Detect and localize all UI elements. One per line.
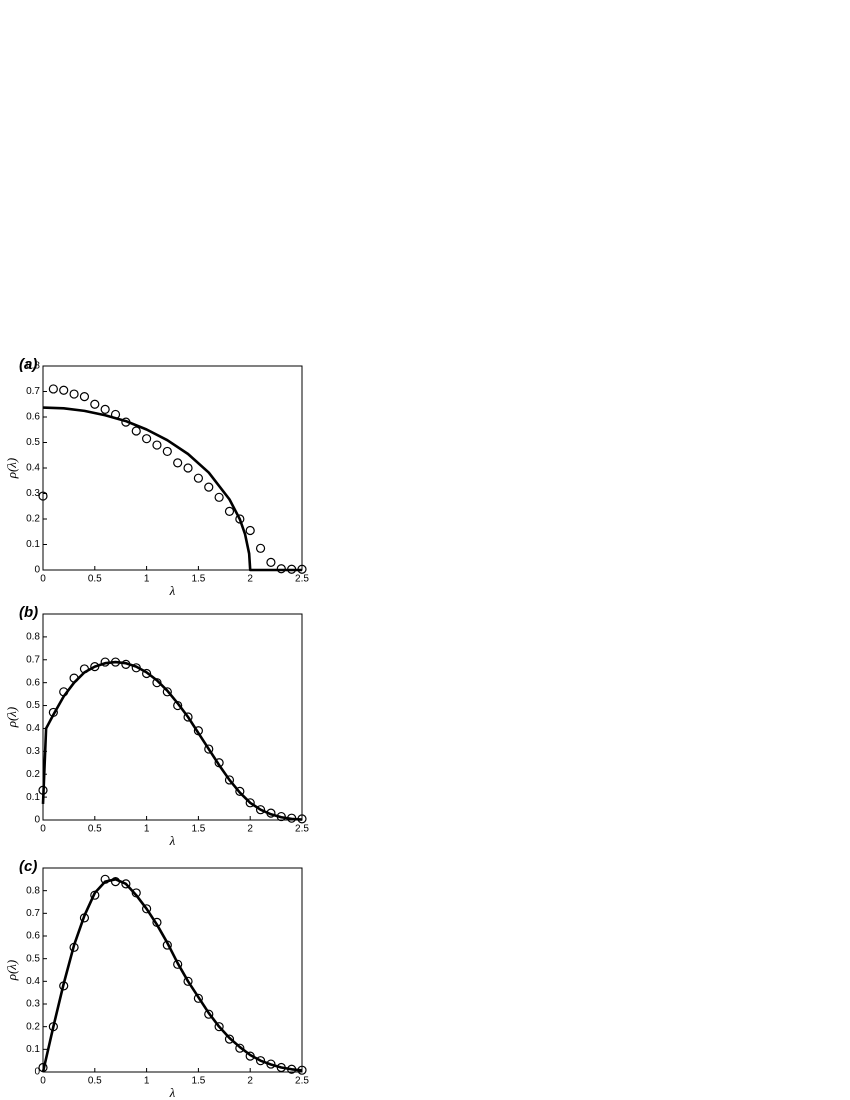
data-point bbox=[245, 525, 255, 536]
x-tick-label: 1 bbox=[144, 1076, 150, 1087]
data-point bbox=[173, 458, 183, 468]
data-point bbox=[183, 463, 193, 473]
x-tick-label: 0 bbox=[40, 1076, 46, 1087]
data-point bbox=[193, 993, 203, 1003]
data-point bbox=[224, 506, 235, 516]
x-tick-label: 2.5 bbox=[295, 824, 309, 835]
theory-line bbox=[41, 878, 303, 1073]
y-axis-label: ρ(λ) bbox=[4, 458, 19, 480]
y-tick-label: 0 bbox=[34, 815, 40, 826]
x-tick-label: 0 bbox=[40, 574, 46, 585]
y-axis-label: ρ(λ) bbox=[4, 960, 19, 982]
x-tick-label: 2.5 bbox=[295, 574, 309, 585]
data-point bbox=[100, 404, 110, 414]
data-point bbox=[162, 446, 172, 457]
y-tick-label: 0.7 bbox=[26, 654, 40, 665]
data-point bbox=[121, 879, 131, 889]
y-tick-label: 0.4 bbox=[26, 463, 40, 474]
data-point bbox=[69, 389, 79, 399]
data-point bbox=[193, 473, 203, 483]
y-tick-label: 0.6 bbox=[26, 931, 40, 942]
data-point bbox=[183, 712, 193, 722]
data-point bbox=[204, 1009, 214, 1019]
data-point bbox=[255, 543, 266, 553]
data-point bbox=[38, 491, 48, 501]
data-point bbox=[204, 482, 214, 492]
data-point bbox=[162, 687, 172, 697]
x-tick-label: 0.5 bbox=[88, 1076, 102, 1087]
data-point bbox=[48, 384, 58, 394]
data-point bbox=[214, 492, 224, 502]
y-tick-label: 0.7 bbox=[26, 386, 40, 397]
y-tick-label: 0.7 bbox=[26, 908, 40, 919]
y-tick-label: 0.8 bbox=[26, 632, 40, 643]
data-point bbox=[142, 904, 152, 914]
x-tick-label: 1.5 bbox=[191, 1076, 205, 1087]
plot-frame bbox=[42, 613, 303, 821]
x-tick-label: 1.5 bbox=[191, 574, 205, 585]
panel-label: (c) bbox=[19, 858, 37, 875]
data-point bbox=[142, 668, 152, 679]
y-tick-label: 0.6 bbox=[26, 677, 40, 688]
x-axis-label: λ bbox=[169, 833, 176, 848]
theory-line bbox=[41, 660, 303, 821]
x-tick-label: 2 bbox=[247, 574, 253, 585]
data-point bbox=[214, 1022, 224, 1032]
y-axis-label: ρ(λ) bbox=[4, 707, 19, 729]
y-tick-label: 0.5 bbox=[26, 953, 40, 964]
y-tick-label: 0.2 bbox=[26, 514, 40, 525]
y-tick-label: 0.5 bbox=[26, 700, 40, 711]
data-point bbox=[131, 426, 141, 436]
y-tick-label: 0 bbox=[34, 1067, 40, 1078]
data-point bbox=[224, 775, 235, 785]
y-tick-label: 0.3 bbox=[26, 746, 40, 757]
x-tick-label: 0.5 bbox=[88, 574, 102, 585]
y-tick-label: 0.2 bbox=[26, 1021, 40, 1032]
data-point bbox=[235, 1043, 245, 1053]
y-tick-label: 0.8 bbox=[26, 885, 40, 896]
data-point bbox=[255, 1056, 266, 1066]
x-axis-label: λ bbox=[169, 1085, 176, 1100]
y-tick-label: 0.4 bbox=[26, 723, 40, 734]
y-tick-label: 0.8 bbox=[26, 361, 40, 372]
data-point bbox=[235, 786, 245, 796]
x-tick-label: 1 bbox=[144, 824, 150, 835]
data-point bbox=[79, 392, 90, 402]
y-tick-label: 0 bbox=[34, 565, 40, 576]
data-point bbox=[204, 744, 214, 754]
y-tick-label: 0.3 bbox=[26, 999, 40, 1010]
data-point bbox=[266, 557, 276, 567]
x-tick-label: 0 bbox=[40, 824, 46, 835]
data-point bbox=[255, 805, 266, 815]
y-tick-label: 0.3 bbox=[26, 488, 40, 499]
panel-label: (b) bbox=[19, 604, 38, 621]
data-point bbox=[90, 399, 100, 409]
x-tick-label: 2 bbox=[247, 824, 253, 835]
x-tick-label: 0.5 bbox=[88, 824, 102, 835]
x-tick-label: 2 bbox=[247, 1076, 253, 1087]
y-tick-label: 0.2 bbox=[26, 769, 40, 780]
x-tick-label: 2.5 bbox=[295, 1076, 309, 1087]
y-tick-label: 0.4 bbox=[26, 976, 40, 987]
y-tick-label: 0.6 bbox=[26, 412, 40, 423]
plot-frame bbox=[42, 867, 303, 1073]
data-point bbox=[183, 976, 193, 986]
data-point bbox=[224, 1034, 235, 1044]
data-point bbox=[59, 385, 69, 395]
x-tick-label: 1.5 bbox=[191, 824, 205, 835]
x-axis-label: λ bbox=[169, 583, 176, 598]
x-tick-label: 1 bbox=[144, 574, 150, 585]
panel-label: (a) bbox=[19, 356, 37, 373]
y-tick-label: 0.1 bbox=[26, 792, 40, 803]
y-tick-label: 0.1 bbox=[26, 539, 40, 550]
data-point bbox=[245, 798, 255, 808]
y-tick-label: 0.1 bbox=[26, 1044, 40, 1055]
plot-frame bbox=[42, 365, 303, 571]
data-point bbox=[152, 440, 162, 450]
theory-line bbox=[42, 406, 302, 572]
y-tick-label: 0.5 bbox=[26, 437, 40, 448]
data-point bbox=[142, 434, 152, 444]
